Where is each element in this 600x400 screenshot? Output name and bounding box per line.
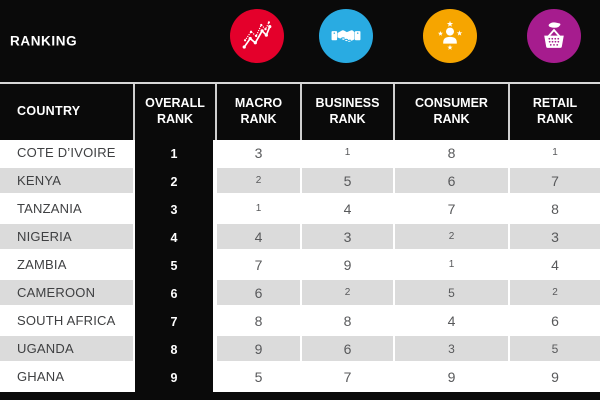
consumer-rank-cell: 6	[393, 168, 508, 196]
country-cell: ZAMBIA	[0, 252, 133, 280]
business-rank-cell: 4	[300, 196, 393, 224]
macro-chart-icon	[242, 21, 272, 49]
retail-rank-cell: 4	[508, 252, 600, 280]
macro-icon-badge	[230, 9, 284, 63]
macro-rank-cell: 6	[215, 280, 300, 308]
business-rank-cell: 1	[300, 140, 393, 168]
retail-basket-icon	[544, 22, 564, 48]
business-rank-cell: 2	[300, 280, 393, 308]
table-row: SOUTH AFRICA 7 8 8 4 6	[0, 308, 600, 336]
country-cell: GHANA	[0, 364, 133, 392]
consumer-rank-cell: 3	[393, 336, 508, 364]
macro-rank-cell: 8	[215, 308, 300, 336]
country-cell: COTE D’IVOIRE	[0, 140, 133, 168]
macro-rank-cell: 5	[215, 364, 300, 392]
macro-rank-cell: 4	[215, 224, 300, 252]
header-country: COUNTRY	[17, 104, 81, 119]
consumer-person-icon	[437, 20, 463, 50]
business-rank-cell: 9	[300, 252, 393, 280]
consumer-rank-cell: 8	[393, 140, 508, 168]
overall-rank-cell: 7	[133, 308, 215, 336]
retail-rank-cell: 9	[508, 364, 600, 392]
banner: RANKING	[0, 0, 600, 82]
overall-rank-cell: 5	[133, 252, 215, 280]
macro-rank-cell: 7	[215, 252, 300, 280]
business-icon-badge	[319, 9, 373, 63]
consumer-rank-cell: 4	[393, 308, 508, 336]
table-row: COTE D’IVOIRE 1 3 1 8 1	[0, 140, 600, 168]
macro-rank-cell: 1	[215, 196, 300, 224]
consumer-rank-cell: 7	[393, 196, 508, 224]
table-row: TANZANIA 3 1 4 7 8	[0, 196, 600, 224]
business-rank-cell: 3	[300, 224, 393, 252]
consumer-rank-cell: 5	[393, 280, 508, 308]
country-cell: NIGERIA	[0, 224, 133, 252]
country-cell: CAMEROON	[0, 280, 133, 308]
header-consumer-rank: CONSUMER RANK	[393, 84, 508, 140]
country-cell: SOUTH AFRICA	[0, 308, 133, 336]
banner-divider	[0, 82, 600, 84]
business-rank-cell: 5	[300, 168, 393, 196]
country-cell: TANZANIA	[0, 196, 133, 224]
business-rank-cell: 8	[300, 308, 393, 336]
overall-rank-cell: 8	[133, 336, 215, 364]
retail-rank-cell: 7	[508, 168, 600, 196]
table-row: GHANA 9 5 7 9 9	[0, 364, 600, 392]
macro-rank-cell: 2	[215, 168, 300, 196]
macro-rank-cell: 3	[215, 140, 300, 168]
overall-rank-cell: 9	[133, 364, 215, 392]
retail-rank-cell: 3	[508, 224, 600, 252]
overall-rank-cell: 4	[133, 224, 215, 252]
retail-rank-cell: 5	[508, 336, 600, 364]
business-rank-cell: 6	[300, 336, 393, 364]
macro-rank-cell: 9	[215, 336, 300, 364]
country-cell: UGANDA	[0, 336, 133, 364]
table-row: NIGERIA 4 4 3 2 3	[0, 224, 600, 252]
retail-rank-cell: 8	[508, 196, 600, 224]
retail-icon-badge	[527, 9, 581, 63]
consumer-rank-cell: 9	[393, 364, 508, 392]
consumer-rank-cell: 2	[393, 224, 508, 252]
business-rank-cell: 7	[300, 364, 393, 392]
header-overall-rank: OVERALL RANK	[133, 84, 215, 140]
table-body: COTE D’IVOIRE 1 3 1 8 1 KENYA 2 2 5 6 7 …	[0, 140, 600, 392]
header-business-rank: BUSINESS RANK	[300, 84, 393, 140]
table-row: ZAMBIA 5 7 9 1 4	[0, 252, 600, 280]
table-row: UGANDA 8 9 6 3 5	[0, 336, 600, 364]
header-retail-rank: RETAIL RANK	[508, 84, 600, 140]
consumer-rank-cell: 1	[393, 252, 508, 280]
country-cell: KENYA	[0, 168, 133, 196]
retail-rank-cell: 6	[508, 308, 600, 336]
consumer-icon-badge	[423, 9, 477, 63]
page-title: RANKING	[10, 33, 78, 49]
bottom-bar	[0, 392, 600, 400]
table-row: CAMEROON 6 6 2 5 2	[0, 280, 600, 308]
overall-rank-cell: 6	[133, 280, 215, 308]
handshake-icon	[331, 30, 361, 42]
overall-rank-cell: 2	[133, 168, 215, 196]
overall-rank-cell: 1	[133, 140, 215, 168]
retail-rank-cell: 2	[508, 280, 600, 308]
header-macro-rank: MACRO RANK	[215, 84, 300, 140]
retail-rank-cell: 1	[508, 140, 600, 168]
overall-rank-cell: 3	[133, 196, 215, 224]
table-header: COUNTRY OVERALL RANK MACRO RANK BUSINESS…	[0, 84, 600, 140]
table-row: KENYA 2 2 5 6 7	[0, 168, 600, 196]
